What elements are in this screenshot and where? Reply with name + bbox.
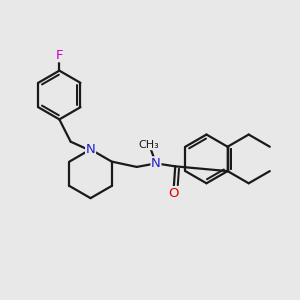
Text: N: N xyxy=(151,157,161,170)
Text: O: O xyxy=(169,187,179,200)
Text: CH₃: CH₃ xyxy=(138,140,159,150)
Text: F: F xyxy=(56,49,63,62)
Text: N: N xyxy=(86,143,95,156)
